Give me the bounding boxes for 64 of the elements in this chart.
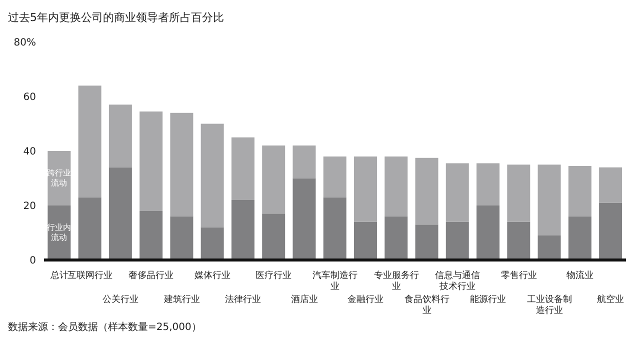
x-tick-label: 奢侈品行业: [128, 270, 174, 281]
x-tick-label: 食品饮料行业: [404, 294, 450, 316]
x-tick-label: 物流业: [566, 270, 594, 281]
y-tick-label: 0: [30, 256, 36, 267]
bar: [507, 222, 530, 260]
bar: [446, 163, 469, 222]
y-tick-label: 60: [23, 92, 36, 104]
bar: [599, 202, 622, 260]
bar: [476, 206, 500, 260]
bar: [200, 227, 224, 260]
y-tick-label: 40: [23, 146, 36, 158]
x-tick-label: 航空业: [597, 294, 624, 305]
x-tick-label: 医疗行业: [256, 270, 292, 281]
x-tick-label: 建筑行业: [162, 294, 200, 305]
bar: [292, 146, 316, 178]
x-tick-label: 零售行业: [500, 270, 537, 281]
series-label: 行业内流动: [47, 222, 72, 242]
x-tick-label: 公关行业: [102, 294, 139, 305]
bar: [323, 156, 346, 198]
y-tick-label: 20: [23, 201, 36, 212]
bar: [292, 178, 316, 260]
x-tick-label: 总计: [49, 270, 68, 281]
bar: [231, 137, 254, 200]
bar: [446, 222, 469, 260]
bar: [354, 222, 377, 260]
bar: [415, 158, 438, 225]
bar: [476, 163, 500, 206]
bar: [415, 224, 438, 260]
bar: [200, 124, 224, 228]
bar: [170, 112, 194, 216]
chart-title: 过去5年内更换公司的商业领导者所占百分比: [8, 10, 225, 26]
bar: [262, 214, 286, 260]
bar: [538, 235, 561, 260]
x-tick-label: 酒店业: [290, 294, 318, 305]
bar: [78, 197, 102, 260]
bar: [140, 210, 163, 260]
x-tick-label: 专业服务行业: [374, 270, 419, 292]
x-tick-label: 金融行业: [348, 294, 384, 305]
bar: [108, 167, 132, 260]
x-tick-label: 能源行业: [470, 294, 506, 305]
bar: [599, 167, 622, 203]
x-tick-label: 工业设备制造行业: [526, 294, 572, 316]
bar: [170, 216, 194, 260]
bar: [568, 216, 592, 260]
bar: [568, 166, 592, 216]
bar: [354, 156, 377, 222]
bar: [140, 111, 163, 211]
source-note: 数据来源：会员数据（样本数量=25,000）: [8, 320, 202, 334]
y-tick-label: 80%: [14, 38, 36, 49]
x-tick-label: 互联网行业: [67, 270, 112, 281]
x-tick-label: 信息与通信技术行业: [435, 270, 480, 292]
bar: [262, 146, 286, 214]
bar: [323, 197, 346, 260]
x-tick-label: 媒体行业: [194, 270, 230, 281]
series-label: 跨行业流动: [47, 168, 72, 188]
bar: [231, 200, 254, 260]
bar: [78, 86, 102, 198]
bar: [384, 156, 408, 216]
bar: [384, 216, 408, 260]
bar: [538, 164, 561, 236]
bar: [507, 164, 530, 222]
bar: [108, 104, 132, 168]
x-tick-label: 汽车制造行业: [312, 270, 358, 292]
x-tick-label: 法律行业: [225, 294, 262, 305]
